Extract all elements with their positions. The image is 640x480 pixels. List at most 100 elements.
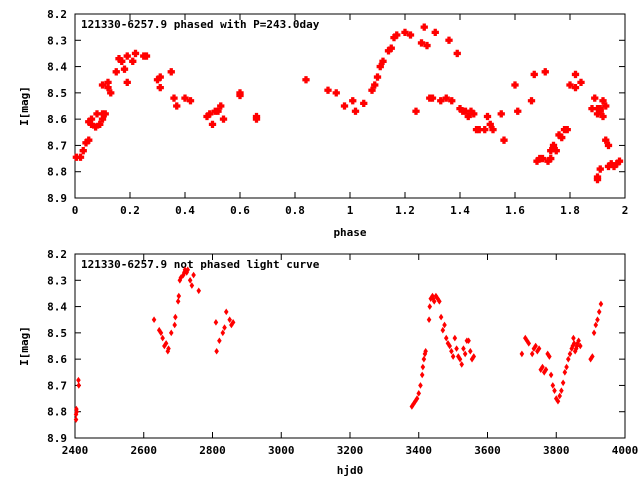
data-point bbox=[466, 337, 471, 345]
data-point bbox=[172, 321, 177, 329]
x-tick-label: 2 bbox=[622, 204, 629, 217]
data-point bbox=[373, 73, 382, 81]
x-tick-label: 0.4 bbox=[175, 204, 195, 217]
y-tick-label: 8.7 bbox=[47, 139, 67, 152]
y-tick-label: 8.9 bbox=[47, 432, 67, 445]
x-tick-label: 3800 bbox=[543, 444, 570, 457]
data-point bbox=[615, 157, 624, 165]
data-point bbox=[175, 298, 181, 305]
data-point bbox=[602, 136, 610, 144]
data-point bbox=[340, 102, 349, 110]
data-point bbox=[98, 110, 107, 118]
data-point bbox=[576, 337, 581, 345]
data-point bbox=[566, 81, 574, 89]
data-point bbox=[438, 313, 444, 321]
data-point bbox=[461, 345, 466, 352]
data-point bbox=[552, 387, 557, 394]
data-point bbox=[565, 355, 571, 363]
data-point bbox=[459, 361, 465, 368]
y-tick-label: 8.6 bbox=[47, 113, 67, 126]
data-point bbox=[76, 153, 85, 161]
data-point bbox=[156, 73, 164, 81]
data-point bbox=[214, 107, 222, 115]
data-point bbox=[208, 120, 217, 129]
data-point bbox=[412, 107, 420, 115]
x-tick-label: 3000 bbox=[268, 444, 295, 457]
data-point bbox=[76, 382, 82, 389]
data-point bbox=[571, 70, 580, 79]
data-point bbox=[550, 382, 556, 389]
data-point bbox=[526, 340, 532, 347]
data-point bbox=[457, 355, 463, 363]
data-point bbox=[168, 329, 174, 337]
data-point bbox=[596, 308, 602, 316]
data-point bbox=[213, 319, 219, 326]
data-point bbox=[393, 31, 401, 39]
data-point bbox=[426, 316, 432, 324]
y-tick-label: 8.5 bbox=[47, 87, 67, 100]
data-point bbox=[548, 371, 554, 379]
x-axis-title: phase bbox=[333, 226, 366, 239]
data-point bbox=[376, 62, 384, 71]
data-point bbox=[447, 342, 452, 350]
data-point bbox=[481, 126, 489, 134]
x-tick-label: 2800 bbox=[199, 444, 226, 457]
y-tick-label: 8.3 bbox=[47, 274, 67, 287]
y-tick-label: 8.8 bbox=[47, 406, 67, 419]
data-point bbox=[219, 115, 228, 123]
data-point bbox=[98, 115, 107, 123]
data-point bbox=[591, 94, 599, 102]
y-tick-label: 8.9 bbox=[47, 192, 67, 205]
data-point bbox=[593, 173, 602, 181]
data-point bbox=[437, 298, 442, 305]
y-tick-label: 8.8 bbox=[47, 166, 67, 179]
data-point bbox=[571, 83, 580, 92]
data-point bbox=[107, 89, 115, 97]
data-point bbox=[401, 28, 409, 37]
data-point bbox=[236, 91, 244, 100]
data-point bbox=[118, 57, 126, 65]
x-tick-label: 1.2 bbox=[395, 204, 415, 217]
data-point bbox=[595, 316, 600, 324]
data-point bbox=[547, 147, 555, 155]
data-point bbox=[73, 416, 79, 423]
data-point bbox=[486, 120, 494, 129]
data-point bbox=[142, 52, 151, 60]
data-point bbox=[173, 102, 181, 110]
data-point bbox=[437, 97, 445, 105]
data-point bbox=[560, 379, 566, 387]
data-point bbox=[349, 97, 357, 105]
data-point bbox=[442, 94, 450, 102]
data-point bbox=[440, 326, 446, 334]
data-point bbox=[591, 329, 597, 337]
chart-panel-1: 0 0.2 0.4 0.6 0.8 1 1.2 1.4 1.6 1.8 2 8.2 8.3 8.4 8.5 8… bbox=[18, 8, 628, 239]
data-point bbox=[166, 345, 171, 352]
data-point bbox=[112, 68, 120, 76]
data-point bbox=[427, 303, 433, 310]
x-tick-label: 0.2 bbox=[120, 204, 140, 217]
data-point bbox=[562, 368, 568, 376]
data-point bbox=[514, 107, 522, 115]
data-point bbox=[596, 104, 604, 113]
data-point bbox=[120, 65, 129, 73]
data-point bbox=[590, 353, 595, 360]
data-point bbox=[598, 300, 604, 308]
data-point bbox=[196, 287, 202, 295]
data-point bbox=[93, 110, 101, 118]
x-tick-label: 1.6 bbox=[505, 204, 525, 217]
data-point bbox=[454, 345, 459, 352]
data-point bbox=[564, 363, 569, 371]
data-point bbox=[596, 165, 604, 173]
data-point bbox=[189, 282, 195, 289]
data-point bbox=[450, 353, 456, 360]
data-point bbox=[599, 112, 607, 121]
chart-panel-2: 2400 2600 2800 3000 3200 3400 3600 3800 4000 8.2 8… bbox=[18, 248, 638, 477]
data-point bbox=[131, 49, 140, 58]
data-point bbox=[160, 334, 165, 342]
data-point bbox=[549, 141, 558, 150]
data-point bbox=[468, 347, 473, 355]
data-point bbox=[577, 78, 585, 86]
y-tick-label: 8.6 bbox=[47, 353, 67, 366]
data-point bbox=[387, 44, 395, 52]
x-tick-label: 1.4 bbox=[450, 204, 470, 217]
